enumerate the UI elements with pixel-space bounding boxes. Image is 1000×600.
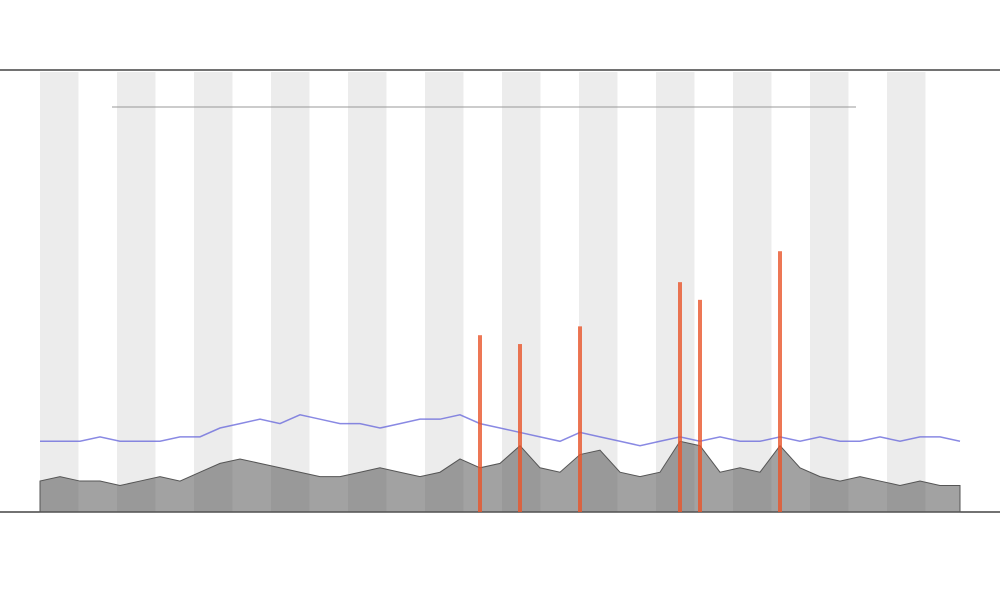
spike <box>518 344 522 512</box>
area <box>39 440 961 513</box>
band <box>40 72 79 512</box>
band <box>887 72 926 512</box>
band <box>117 72 156 512</box>
band <box>271 72 310 512</box>
band <box>348 72 387 512</box>
spike <box>478 335 482 512</box>
band <box>194 72 233 512</box>
spike <box>778 251 782 512</box>
band <box>579 72 618 512</box>
band <box>425 72 464 512</box>
band <box>810 72 849 512</box>
line <box>40 413 961 447</box>
spike <box>578 326 582 512</box>
band <box>733 72 772 512</box>
spike <box>698 299 702 512</box>
spike <box>678 282 682 512</box>
